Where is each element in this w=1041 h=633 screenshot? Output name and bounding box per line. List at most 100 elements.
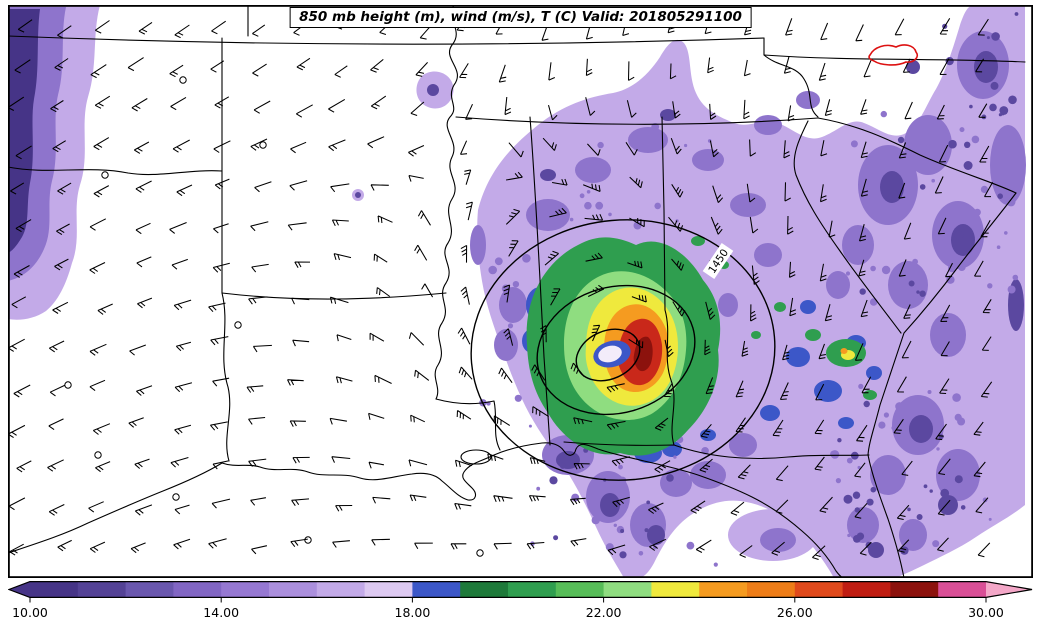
wind-barb — [49, 340, 65, 353]
wind-barb — [498, 64, 507, 83]
calm-circle — [64, 381, 72, 389]
patch-purple — [470, 225, 486, 265]
patch-purple — [628, 127, 668, 153]
wind-barb — [549, 207, 567, 218]
colorbar-segment — [460, 581, 509, 598]
wind-barb — [174, 382, 193, 393]
speckle — [952, 393, 961, 402]
speckle — [923, 130, 929, 136]
speckle — [971, 135, 980, 144]
speckle — [644, 528, 649, 533]
speckle — [858, 383, 864, 389]
speckle — [553, 535, 559, 541]
wind-barb — [370, 58, 384, 73]
speckle — [584, 201, 592, 210]
wind-barb — [48, 418, 64, 431]
wind-barb — [415, 62, 428, 77]
wind-barb — [937, 217, 947, 235]
colorbar-segment — [890, 581, 939, 598]
wind-barb — [15, 145, 32, 160]
wind-barb — [465, 201, 473, 221]
wind-barb — [408, 332, 425, 346]
wind-barb — [612, 496, 630, 508]
wind-barb — [130, 542, 146, 554]
wind-barb — [783, 140, 791, 159]
speckle — [488, 265, 498, 275]
wind-barb — [695, 539, 712, 553]
state-border-tnnc — [763, 54, 819, 118]
wind-barb — [173, 538, 191, 550]
patch-purple — [990, 125, 1026, 205]
wind-barb — [669, 63, 677, 80]
colorbar-under-arrow — [8, 581, 30, 598]
wind-barb — [771, 541, 785, 556]
wind-barb — [89, 218, 107, 231]
patch-purple — [760, 528, 796, 552]
wind-barb — [251, 263, 269, 273]
speckle — [859, 288, 866, 295]
wind-barb — [213, 140, 231, 153]
wind-barb — [291, 498, 310, 506]
wind-barb — [248, 416, 266, 425]
height-contour-middle — [536, 284, 696, 416]
speckle — [569, 217, 574, 222]
speckle — [936, 447, 940, 451]
wind-barb — [626, 100, 637, 118]
wind-barb — [772, 419, 784, 437]
wind-barb — [52, 140, 66, 153]
wind-barb — [820, 22, 829, 41]
speckle — [1008, 95, 1017, 105]
wind-barb — [936, 104, 945, 120]
wind-barb — [606, 420, 626, 431]
wind-barb — [291, 297, 310, 305]
wind-barb — [460, 140, 468, 155]
wind-barb — [57, 182, 72, 195]
wind-barb — [138, 21, 153, 35]
wind-barb — [414, 542, 433, 550]
lake-pontchartrain — [460, 449, 492, 465]
wind-barb — [818, 62, 827, 81]
speckle — [846, 457, 853, 464]
wind-barb — [137, 297, 153, 309]
patch-purple — [575, 157, 611, 183]
wind-barb — [627, 61, 635, 81]
wind-barb — [705, 377, 714, 395]
speckle — [982, 497, 988, 503]
height-contour-outer — [470, 219, 776, 481]
wind-barb — [814, 456, 825, 471]
wind-barb — [814, 419, 825, 435]
calm-circle — [476, 549, 484, 557]
wind-barb — [252, 344, 272, 353]
patch-blue — [866, 366, 882, 380]
speckle — [494, 257, 503, 266]
colorbar-tick-label: 14.00 — [203, 605, 239, 620]
wind-barb — [860, 178, 869, 197]
wind-barb — [789, 297, 797, 317]
colorbar-segment — [364, 581, 413, 598]
wind-barb — [287, 379, 304, 386]
wind-barb — [332, 540, 350, 548]
colorbar-segment — [221, 581, 270, 598]
wind-barb — [504, 96, 512, 116]
wind-barb — [973, 421, 984, 436]
wind-barb — [505, 208, 521, 225]
wind-barb — [13, 384, 31, 398]
wind-barb — [631, 294, 647, 303]
calm-circle — [172, 493, 180, 501]
patch-purple-dark — [660, 109, 676, 121]
colorbar-segment — [794, 581, 843, 598]
speckle — [940, 488, 950, 498]
wind-barb — [372, 496, 391, 504]
wind-barb — [508, 240, 519, 257]
wind-barb — [938, 458, 951, 476]
speckle — [613, 523, 617, 527]
wind-barb — [861, 376, 872, 394]
wind-barb — [127, 57, 144, 72]
wind-barb — [860, 141, 868, 159]
wind-barb — [815, 383, 825, 401]
wind-barb — [134, 504, 153, 516]
wind-barb — [975, 497, 989, 514]
colorbar-ticks — [29, 598, 987, 603]
calm-circle — [94, 451, 102, 459]
wind-barb — [11, 296, 27, 309]
